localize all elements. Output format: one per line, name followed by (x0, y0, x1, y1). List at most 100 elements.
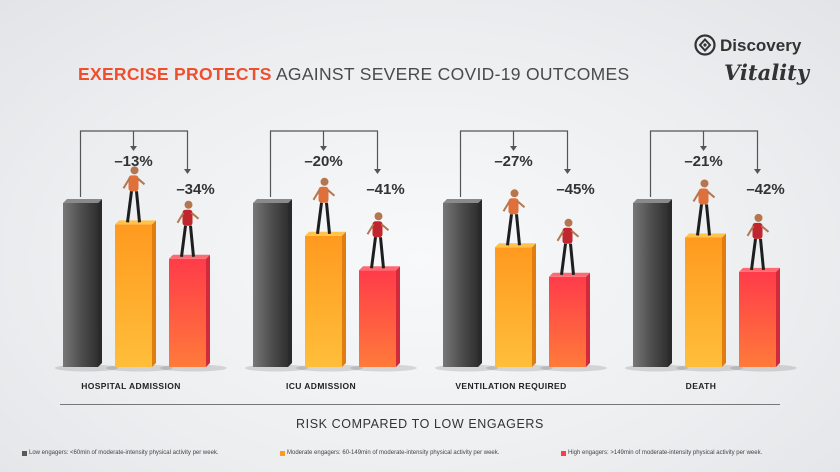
runner-ventilation-required-high-head (564, 218, 573, 227)
category-label-hospital-admission: HOSPITAL ADMISSION (81, 381, 181, 391)
bar-ventilation-required-low (443, 203, 478, 367)
bar-side-ventilation-required-low (478, 199, 482, 367)
arrow-hospital-admission-moderate (130, 146, 137, 151)
runner-death-high-arm-left (746, 225, 755, 237)
value-label-icu-admission-high: –41% (366, 181, 404, 198)
legend-label-high: High engagers: >149min of moderate-inten… (568, 450, 763, 456)
logo-brand: Discovery (720, 36, 802, 55)
value-label-icu-admission-moderate: –20% (304, 153, 342, 170)
bar-hospital-admission-high (169, 258, 206, 367)
runner-death-high-torso (752, 222, 763, 239)
runner-death-moderate-head (700, 179, 709, 188)
runner-ventilation-required-high-leg-left (560, 243, 567, 275)
bar-side-death-high (776, 267, 780, 367)
bar-side-icu-admission-high (396, 266, 400, 367)
runner-hospital-admission-moderate-arm-right (136, 177, 146, 186)
runner-hospital-admission-moderate-arm-left (122, 177, 131, 189)
bar-side-ventilation-required-high (586, 272, 590, 367)
legend-swatch-moderate (280, 450, 285, 456)
divider (60, 404, 780, 405)
runner-icu-admission-moderate-arm-right (326, 189, 336, 197)
x-axis-title: RISK COMPARED TO LOW ENGAGERS (296, 417, 544, 431)
runner-icu-admission-moderate-leg-left (316, 202, 323, 234)
runner-death-high-head (754, 213, 763, 222)
runner-icu-admission-high-torso (372, 221, 383, 238)
runner-hospital-admission-moderate-leg-left (126, 191, 133, 223)
chart: –13% –34% HOSPITAL ADMISSION –20% –41% ICU AD… (55, 130, 797, 391)
bar-side-icu-admission-low (288, 199, 292, 367)
runner-hospital-admission-high-leg-right (189, 225, 195, 257)
bar-side-hospital-admission-low (98, 199, 102, 367)
bar-top-icu-admission-low (253, 199, 292, 203)
value-label-ventilation-required-moderate: –27% (494, 153, 532, 170)
runner-ventilation-required-moderate-leg-left (506, 214, 513, 246)
runner-icu-admission-moderate-leg-right (325, 202, 331, 234)
runner-hospital-admission-high-arm-right (190, 212, 200, 220)
bar-top-death-high (739, 267, 780, 272)
page-title: EXERCISE PROTECTS AGAINST SEVERE COVID-1… (78, 64, 629, 85)
runner-death-moderate-arm-right (706, 190, 716, 199)
bar-top-ventilation-required-moderate (495, 243, 536, 248)
runner-hospital-admission-high-torso (182, 209, 193, 226)
runner-ventilation-required-moderate-torso (508, 198, 519, 215)
legend-label-moderate: Moderate engagers: 60-149min of moderate… (287, 450, 500, 456)
arrow-hospital-admission-high (184, 169, 191, 174)
bar-side-hospital-admission-high (206, 254, 210, 367)
bar-top-ventilation-required-high (549, 272, 590, 277)
bar-side-hospital-admission-moderate (152, 220, 156, 367)
runner-icu-admission-moderate-torso (318, 186, 329, 203)
arrow-death-high (754, 169, 761, 174)
runner-icu-admission-moderate-head (320, 177, 329, 186)
bar-side-icu-admission-moderate (342, 231, 346, 367)
bar-death-low (633, 203, 668, 367)
bar-death-moderate (685, 237, 722, 367)
bar-side-death-moderate (722, 233, 726, 367)
category-label-icu-admission: ICU ADMISSION (286, 381, 356, 391)
runner-death-moderate-leg-right (705, 204, 711, 236)
bar-icu-admission-low (253, 203, 288, 367)
runner-death-high-leg-right (759, 238, 765, 271)
runner-ventilation-required-high-leg-right (569, 243, 575, 275)
value-label-ventilation-required-high: –45% (556, 181, 594, 198)
bar-top-hospital-admission-high (169, 254, 210, 259)
bar-side-death-low (668, 199, 672, 367)
runner-hospital-admission-high-head (184, 200, 193, 209)
runner-hospital-admission-moderate-torso (128, 175, 139, 192)
title-rest: AGAINST SEVERE COVID-19 OUTCOMES (275, 64, 630, 84)
runner-death-high-arm-right (760, 225, 770, 233)
category-label-death: DEATH (686, 381, 717, 391)
value-label-death-high: –42% (746, 181, 784, 198)
runner-ventilation-required-moderate-arm-left (502, 200, 511, 212)
runner-death-moderate-arm-left (692, 190, 701, 202)
runner-icu-admission-high-leg-right (379, 237, 385, 269)
logo-sub: Vitality (724, 60, 810, 85)
runner-ventilation-required-high-arm-right (570, 230, 580, 238)
runner-hospital-admission-moderate-head (130, 166, 139, 175)
bar-top-icu-admission-moderate (305, 231, 346, 236)
runner-death-moderate-torso (698, 188, 709, 205)
arrow-ventilation-required-high (564, 169, 571, 174)
runner-ventilation-required-moderate-arm-right (516, 200, 526, 209)
legend-item-high: High engagers: >149min of moderate-inten… (561, 450, 762, 456)
runner-hospital-admission-high-arm-left (176, 212, 185, 224)
runner-icu-admission-high-arm-left (366, 223, 375, 235)
bar-hospital-admission-low (63, 203, 98, 367)
arrow-icu-admission-high (374, 169, 381, 174)
runner-hospital-admission-high-leg-left (180, 225, 187, 257)
bar-top-hospital-admission-moderate (115, 220, 156, 225)
arrow-ventilation-required-moderate (510, 146, 517, 151)
legend-swatch-low (22, 450, 27, 456)
legend: Low engagers: <60min of moderate-intensi… (22, 450, 822, 462)
legend-label-low: Low engagers: <60min of moderate-intensi… (29, 450, 219, 456)
runner-icu-admission-moderate-arm-left (312, 189, 321, 201)
bar-top-hospital-admission-low (63, 199, 102, 203)
bar-icu-admission-high (359, 270, 396, 367)
runner-ventilation-required-moderate-leg-right (515, 214, 521, 246)
bar-ventilation-required-high (549, 276, 586, 367)
bar-icu-admission-moderate (305, 235, 342, 367)
runner-ventilation-required-high-torso (562, 227, 573, 244)
bar-top-death-low (633, 199, 672, 203)
bar-top-ventilation-required-low (443, 199, 482, 203)
bar-hospital-admission-moderate (115, 224, 152, 367)
bar-ventilation-required-moderate (495, 247, 532, 367)
